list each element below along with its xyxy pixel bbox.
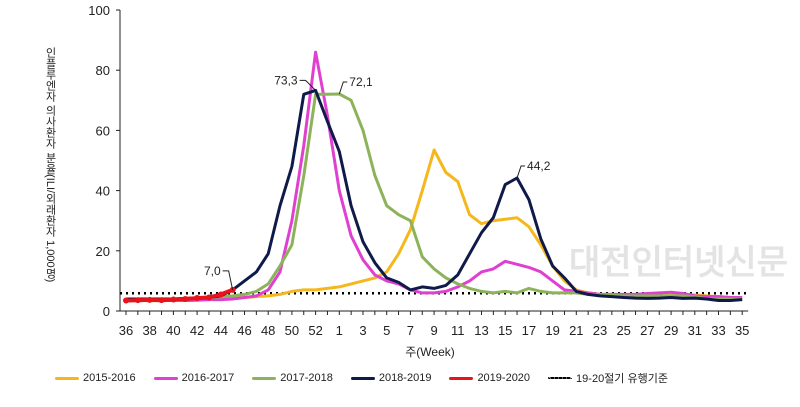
x-tick-label: 38: [142, 323, 156, 338]
annotation-leader: [338, 81, 348, 95]
watermark: 대전인터넷신문: [569, 244, 788, 282]
x-axis-label: 주(Week): [405, 345, 455, 359]
annotation-leader: [222, 270, 234, 291]
legend-label: 2016-2017: [181, 372, 235, 384]
x-tick-label: 44: [214, 323, 228, 338]
x-tick-label: 15: [498, 323, 512, 338]
annotation-label: 44,2: [527, 159, 551, 173]
y-tick-label: 100: [88, 3, 110, 18]
annotation-leader: [516, 165, 526, 179]
data-point: [134, 297, 141, 304]
data-point: [205, 294, 212, 301]
x-tick-label: 19: [545, 323, 559, 338]
legend-label: 2017-2018: [280, 372, 333, 384]
legend-swatch: [350, 376, 375, 380]
x-tick-label: 33: [711, 323, 725, 338]
legend-item: 19-20절기 유행기준: [548, 370, 668, 386]
x-tick-label: 40: [166, 323, 180, 338]
data-point: [123, 297, 129, 304]
legend-swatch: [55, 376, 79, 380]
x-tick-label: 21: [569, 323, 583, 338]
x-tick-label: 48: [261, 323, 275, 338]
x-tick-label: 3: [359, 323, 366, 338]
legend-item: 2019-2020: [449, 372, 530, 384]
data-point: [182, 295, 189, 302]
y-tick-label: 0: [103, 304, 110, 319]
x-tick-label: 52: [308, 323, 322, 338]
series-line-2019-2020: [125, 288, 234, 303]
data-point: [146, 296, 153, 303]
legend-label: 2019-2020: [477, 372, 531, 384]
legend-item: 2015-2016: [55, 372, 136, 384]
x-tick-label: 5: [383, 323, 390, 338]
x-tick-label: 31: [688, 323, 702, 338]
x-tick-label: 17: [522, 323, 536, 338]
x-tick-label: 46: [237, 323, 251, 338]
x-tick-label: 11: [451, 323, 465, 338]
y-tick-label: 80: [96, 63, 110, 78]
x-tick-label: 29: [664, 323, 678, 338]
x-tick-label: 42: [190, 323, 204, 338]
x-tick-label: 9: [430, 323, 437, 338]
series-line-2017-2018: [126, 92, 743, 301]
x-tick-label: 36: [119, 323, 133, 338]
legend-swatch: [252, 376, 277, 380]
legend-swatch: [548, 377, 573, 379]
data-point: [158, 297, 165, 304]
legend-item: 2017-2018: [252, 372, 333, 384]
data-point: [194, 295, 201, 302]
data-point: [217, 291, 224, 298]
legend-label: 19-20절기 유행기준: [576, 373, 668, 385]
y-axis-label: 인플루엔자 의사환자 분율(ILI/외래환자 1,000명): [44, 47, 56, 283]
y-tick-label: 20: [96, 244, 110, 259]
legend-item: 2018-2019: [350, 372, 432, 384]
x-tick-label: 7: [407, 323, 414, 338]
x-tick-label: 13: [474, 323, 488, 338]
data-point: [170, 296, 177, 303]
series-line-2016-2017: [125, 50, 743, 302]
annotation-label: 73,3: [274, 73, 298, 87]
y-tick-label: 40: [96, 184, 110, 199]
x-tick-label: 50: [285, 323, 299, 338]
legend-label: 2015-2016: [83, 372, 136, 384]
x-tick-label: 23: [593, 323, 607, 338]
legend-swatch: [153, 376, 178, 380]
x-tick-label: 27: [640, 323, 654, 338]
x-tick-label: 25: [616, 323, 630, 338]
y-tick-label: 60: [96, 123, 110, 138]
legend: 2015-2016 2016-2017 2017-2018 2018-2019 …: [55, 370, 668, 386]
legend-swatch: [449, 376, 474, 380]
legend-label: 2018-2019: [378, 372, 432, 384]
legend-item: 2016-2017: [153, 372, 235, 384]
annotation-label: 72,1: [349, 75, 373, 89]
annotation-label: 7,0: [204, 264, 221, 278]
x-tick-label: 35: [735, 323, 749, 338]
annotation-leader: [299, 79, 316, 91]
x-tick-label: 1: [336, 323, 343, 338]
